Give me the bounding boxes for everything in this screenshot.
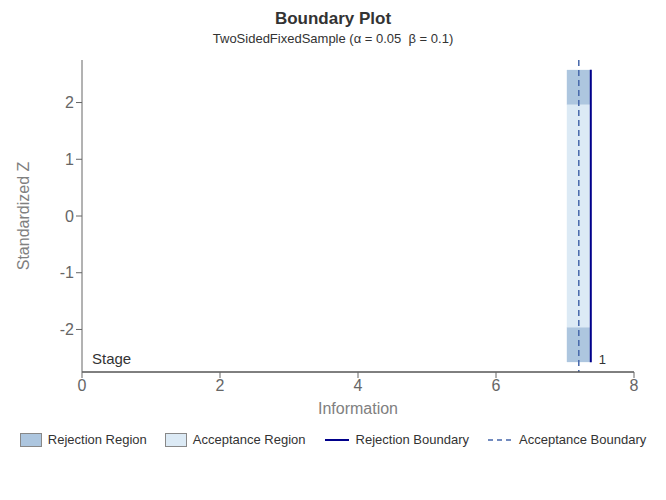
html-text:Acceptance Region: Acceptance Region [192, 432, 306, 447]
html-text:Boundary Plot: Boundary Plot [274, 9, 392, 28]
svg-text:Stage: Stage [92, 350, 131, 367]
svg-text:6: 6 [492, 377, 501, 394]
html-text:Acceptance Boundary: Acceptance Boundary [519, 432, 647, 447]
html-text:Rejection Region: Rejection Region [47, 432, 147, 447]
svg-text:1: 1 [65, 151, 74, 168]
svg-text:-2: -2 [60, 321, 74, 338]
svg-text:1: 1 [599, 352, 606, 367]
svg-text:8: 8 [630, 377, 639, 394]
svg-text:Information: Information [318, 400, 398, 417]
svg-text:0: 0 [78, 377, 87, 394]
svg-text:0: 0 [65, 208, 74, 225]
svg-text:-1: -1 [60, 264, 74, 281]
svg-text:2: 2 [65, 94, 74, 111]
svg-text:Standardized Z: Standardized Z [15, 162, 32, 271]
svg-text:4: 4 [354, 377, 363, 394]
html-text:TwoSidedFixedSample (α = 0.05: TwoSidedFixedSample (α = 0.05 β = 0.1) [212, 31, 454, 46]
html-text:Rejection Boundary: Rejection Boundary [355, 432, 469, 447]
svg-text:2: 2 [216, 377, 225, 394]
